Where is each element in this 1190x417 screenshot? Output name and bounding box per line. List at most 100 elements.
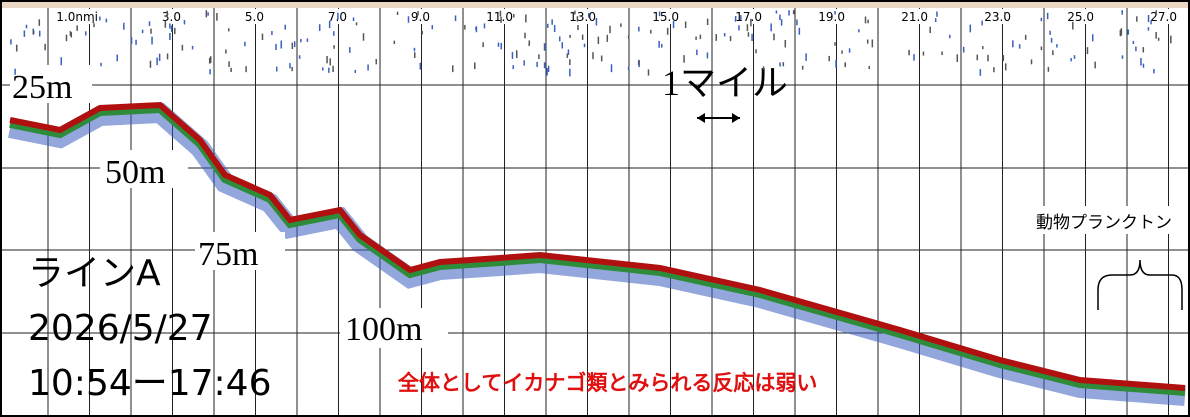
speck bbox=[275, 43, 277, 50]
speck bbox=[1049, 30, 1051, 35]
speck bbox=[375, 59, 378, 65]
speck bbox=[546, 68, 548, 76]
speck bbox=[949, 34, 951, 39]
speck bbox=[328, 20, 331, 29]
speck bbox=[191, 45, 194, 50]
speck bbox=[1072, 21, 1074, 30]
speck bbox=[328, 67, 330, 73]
speck bbox=[84, 31, 87, 36]
speck bbox=[782, 62, 785, 67]
speck bbox=[230, 67, 232, 72]
speck bbox=[169, 23, 171, 29]
speck bbox=[661, 44, 663, 48]
speck bbox=[627, 35, 630, 39]
speck bbox=[683, 55, 685, 63]
speck bbox=[1157, 37, 1160, 41]
speck bbox=[15, 44, 18, 52]
speck bbox=[99, 16, 101, 21]
speck bbox=[500, 16, 502, 23]
speck bbox=[164, 20, 167, 28]
speck bbox=[936, 11, 938, 17]
speck bbox=[595, 18, 598, 26]
speck bbox=[637, 60, 640, 65]
speck bbox=[750, 18, 752, 27]
speck bbox=[393, 40, 396, 45]
speck bbox=[512, 65, 515, 70]
speck bbox=[672, 20, 675, 29]
speck bbox=[1030, 59, 1033, 65]
speck bbox=[1121, 10, 1123, 15]
speck bbox=[1135, 46, 1137, 52]
speck bbox=[367, 64, 369, 71]
label-bg bbox=[62, 9, 100, 24]
speck bbox=[1070, 58, 1072, 62]
speck bbox=[553, 25, 556, 32]
speck bbox=[123, 22, 125, 30]
speck bbox=[547, 23, 549, 28]
speck bbox=[293, 41, 296, 48]
speck bbox=[834, 42, 836, 46]
speck bbox=[497, 42, 500, 47]
surface-band bbox=[2, 2, 1188, 8]
speck bbox=[801, 65, 804, 70]
speck bbox=[454, 15, 457, 22]
speck bbox=[32, 30, 35, 35]
speck bbox=[706, 18, 709, 26]
depth-label: 50m bbox=[105, 154, 165, 191]
speck bbox=[352, 17, 355, 22]
speck bbox=[1012, 40, 1014, 48]
speck bbox=[543, 43, 546, 51]
label-bg bbox=[643, 9, 681, 24]
speck bbox=[151, 36, 153, 45]
label-bg bbox=[340, 308, 448, 348]
speck bbox=[413, 47, 416, 52]
speck bbox=[600, 55, 603, 62]
label-bg bbox=[100, 150, 188, 188]
speck bbox=[729, 35, 732, 42]
speck bbox=[298, 55, 301, 59]
label-bg bbox=[560, 9, 598, 24]
speck bbox=[515, 50, 518, 59]
speck bbox=[567, 49, 570, 55]
distance-label: 9.0 bbox=[411, 10, 430, 24]
speck bbox=[606, 34, 609, 42]
speck bbox=[788, 10, 790, 16]
speck bbox=[148, 21, 151, 26]
speck bbox=[867, 19, 869, 24]
speck bbox=[306, 38, 309, 42]
speck bbox=[805, 53, 807, 61]
speck bbox=[1002, 55, 1005, 61]
label-bg bbox=[975, 9, 1013, 24]
speck bbox=[638, 26, 640, 32]
speck bbox=[116, 54, 118, 62]
label-bg bbox=[1141, 9, 1179, 24]
speck bbox=[581, 34, 584, 40]
speck bbox=[166, 53, 169, 60]
speck bbox=[773, 33, 775, 41]
speck bbox=[216, 13, 218, 21]
scale-label: 1マイル bbox=[662, 63, 788, 103]
speck bbox=[1155, 10, 1157, 14]
annotation: 全体としてイカナゴ類とみられる反応は弱い bbox=[397, 371, 817, 395]
speck bbox=[1147, 14, 1150, 23]
speck bbox=[976, 54, 979, 61]
speck bbox=[658, 40, 660, 48]
speck bbox=[1155, 32, 1157, 39]
speck bbox=[1091, 34, 1094, 42]
speck bbox=[1046, 12, 1049, 20]
speck bbox=[318, 24, 321, 31]
distance-label: 13.0 bbox=[569, 10, 596, 24]
distance-label: 17.0 bbox=[735, 10, 762, 24]
speck bbox=[100, 62, 102, 67]
speck bbox=[207, 12, 209, 16]
speck bbox=[1073, 55, 1076, 59]
seabed bbox=[9, 101, 1186, 391]
speck bbox=[452, 65, 454, 73]
speck bbox=[228, 28, 230, 32]
speck bbox=[577, 25, 579, 31]
label-bg bbox=[145, 9, 183, 24]
speck bbox=[696, 49, 698, 56]
speck bbox=[1127, 29, 1130, 35]
label-bg bbox=[809, 9, 847, 24]
